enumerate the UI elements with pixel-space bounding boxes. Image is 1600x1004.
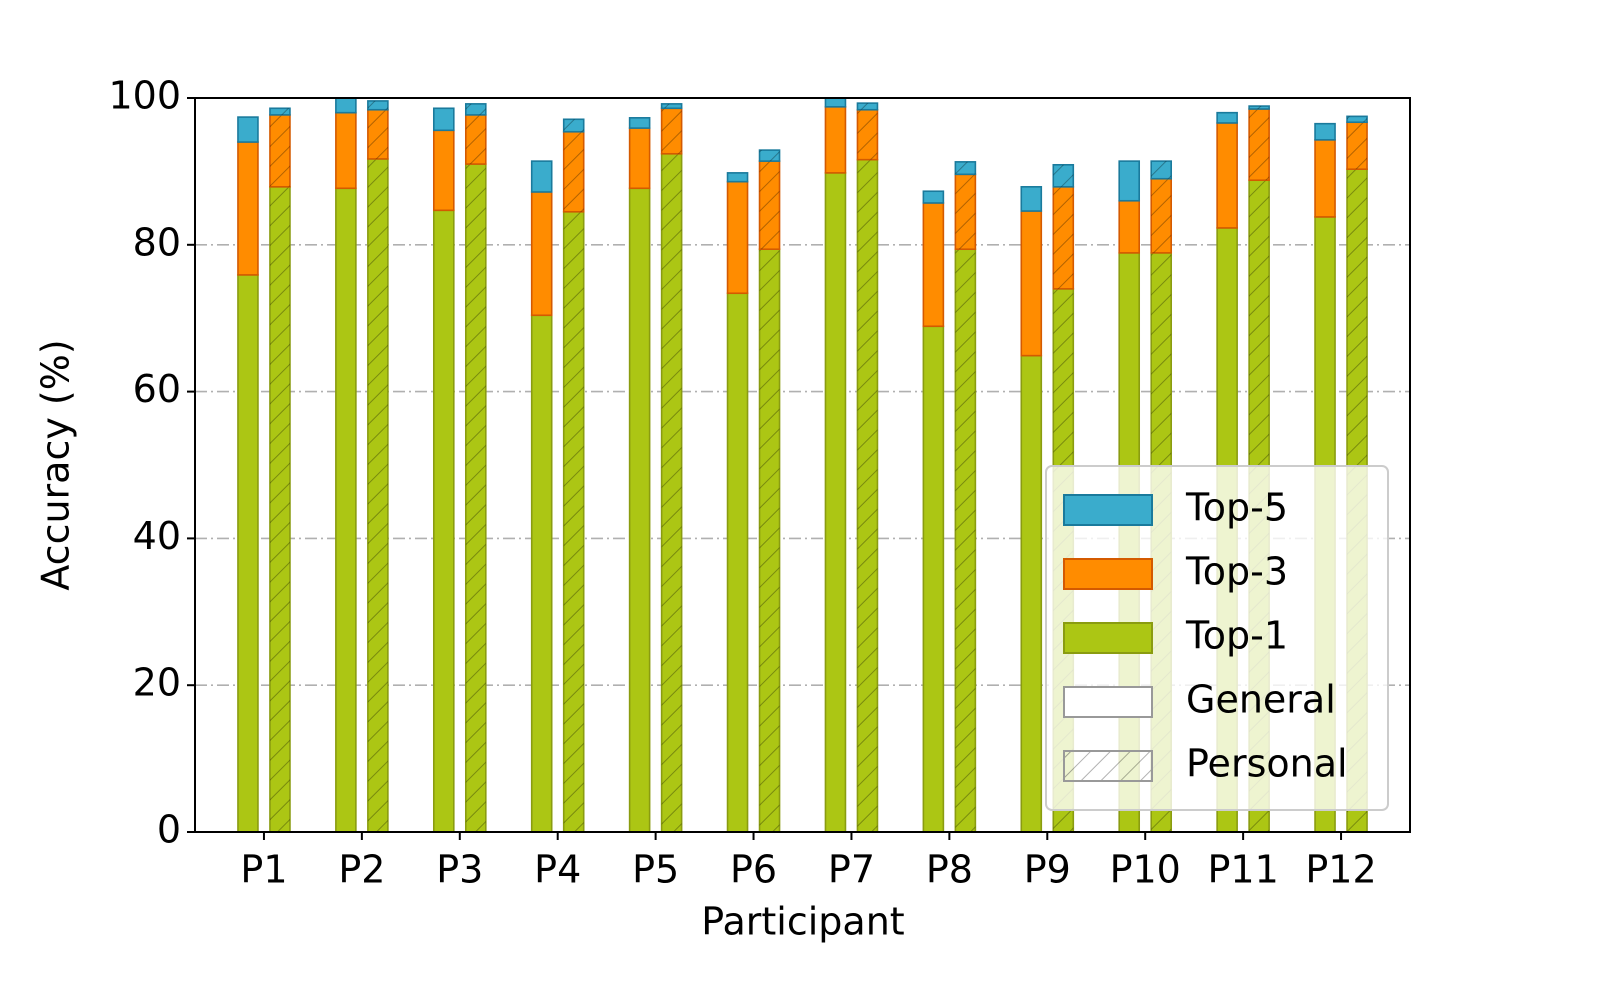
bar-hatch xyxy=(563,119,584,132)
y-tick-label: 80 xyxy=(133,220,181,264)
legend-label: Top-1 xyxy=(1185,614,1288,658)
x-tick-label: P7 xyxy=(828,848,875,892)
bar-hatch xyxy=(269,114,290,187)
x-axis-label: Participant xyxy=(701,900,904,944)
bar-segment xyxy=(922,190,945,204)
bar-hatch xyxy=(857,109,878,160)
y-tick-label: 40 xyxy=(133,514,181,558)
bar-hatch xyxy=(1151,161,1172,179)
x-tick-label: P10 xyxy=(1110,848,1181,892)
bar-hatch xyxy=(661,153,682,832)
bar-hatch xyxy=(1053,164,1074,187)
bar-segment xyxy=(824,172,847,833)
bar-hatch xyxy=(1053,186,1074,289)
y-tick-label: 0 xyxy=(157,808,181,852)
x-tick-label: P2 xyxy=(338,848,385,892)
legend-swatch xyxy=(1063,494,1153,526)
bar-segment xyxy=(237,116,259,143)
x-tick-label: P6 xyxy=(730,848,777,892)
bar-segment xyxy=(432,209,455,833)
bar-hatch xyxy=(367,158,388,832)
x-tick-label: P1 xyxy=(240,848,287,892)
legend-label: Top-3 xyxy=(1185,550,1288,594)
bar-segment xyxy=(335,187,357,833)
bar-hatch xyxy=(367,109,388,159)
bar-segment xyxy=(237,141,259,276)
bar-segment xyxy=(530,314,553,833)
legend-swatch xyxy=(1063,622,1153,654)
bar-segment xyxy=(726,180,749,295)
bar-hatch xyxy=(563,131,584,212)
legend-label: Personal xyxy=(1186,742,1348,786)
bar-segment xyxy=(1020,186,1043,212)
bar-segment xyxy=(1020,210,1043,357)
bar-segment xyxy=(628,117,651,129)
legend-swatch xyxy=(1063,558,1153,590)
bar-segment xyxy=(1216,111,1238,124)
legend-swatch xyxy=(1063,750,1153,782)
bar-hatch xyxy=(1249,106,1270,110)
bar-hatch xyxy=(563,211,584,832)
plot-frame xyxy=(194,97,1411,833)
bar-hatch xyxy=(857,103,878,110)
bar-hatch xyxy=(661,108,682,154)
bar-segment xyxy=(1020,354,1043,833)
y-axis-label: Accuracy (%) xyxy=(34,339,78,590)
x-tick-label: P9 xyxy=(1024,848,1071,892)
bar-segment xyxy=(432,107,455,132)
y-tick-label: 20 xyxy=(133,661,181,705)
bar-segment xyxy=(530,191,553,317)
bar-hatch xyxy=(465,164,486,832)
bar-segment xyxy=(824,97,847,108)
bar-segment xyxy=(1314,122,1336,141)
bar-hatch xyxy=(955,161,976,175)
x-tick-label: P12 xyxy=(1305,848,1376,892)
bar-hatch xyxy=(367,100,388,110)
bar-segment xyxy=(1216,122,1238,229)
x-tick-label: P8 xyxy=(926,848,973,892)
legend-box xyxy=(1045,465,1389,811)
x-tick-label: P4 xyxy=(534,848,581,892)
bar-segment xyxy=(922,202,945,328)
bar-segment xyxy=(726,172,749,183)
bar-segment xyxy=(335,111,357,190)
bar-segment xyxy=(237,274,259,833)
bar-segment xyxy=(530,160,553,193)
bar-hatch xyxy=(465,114,486,165)
bar-hatch xyxy=(1347,122,1368,170)
bar-segment xyxy=(335,97,357,114)
legend-swatch xyxy=(1063,686,1153,718)
bar-hatch xyxy=(269,108,290,115)
bar-hatch xyxy=(1347,116,1368,123)
bar-hatch xyxy=(661,103,682,109)
y-tick-label: 100 xyxy=(108,74,181,118)
bar-segment xyxy=(1118,199,1141,254)
y-tick-label: 60 xyxy=(133,367,181,411)
bar-hatch xyxy=(955,174,976,250)
bar-hatch xyxy=(269,186,290,833)
legend-label: General xyxy=(1186,678,1336,722)
bar-segment xyxy=(628,127,651,190)
bar-segment xyxy=(628,187,651,833)
bar-hatch xyxy=(1151,178,1172,253)
x-tick-label: P3 xyxy=(436,848,483,892)
bar-hatch xyxy=(759,161,780,250)
bar-hatch xyxy=(1249,109,1270,181)
bar-hatch xyxy=(465,103,486,115)
bar-segment xyxy=(824,106,847,174)
legend-label: Top-5 xyxy=(1185,486,1288,530)
bar-hatch xyxy=(955,249,976,833)
x-tick-label: P11 xyxy=(1207,848,1278,892)
bar-hatch xyxy=(857,159,878,832)
bar-hatch xyxy=(759,150,780,162)
bar-segment xyxy=(922,325,945,833)
x-tick-label: P5 xyxy=(632,848,679,892)
bar-segment xyxy=(1314,139,1336,218)
bar-hatch xyxy=(759,249,780,833)
bar-segment xyxy=(726,292,749,833)
bar-segment xyxy=(1118,160,1141,202)
bar-segment xyxy=(432,129,455,212)
